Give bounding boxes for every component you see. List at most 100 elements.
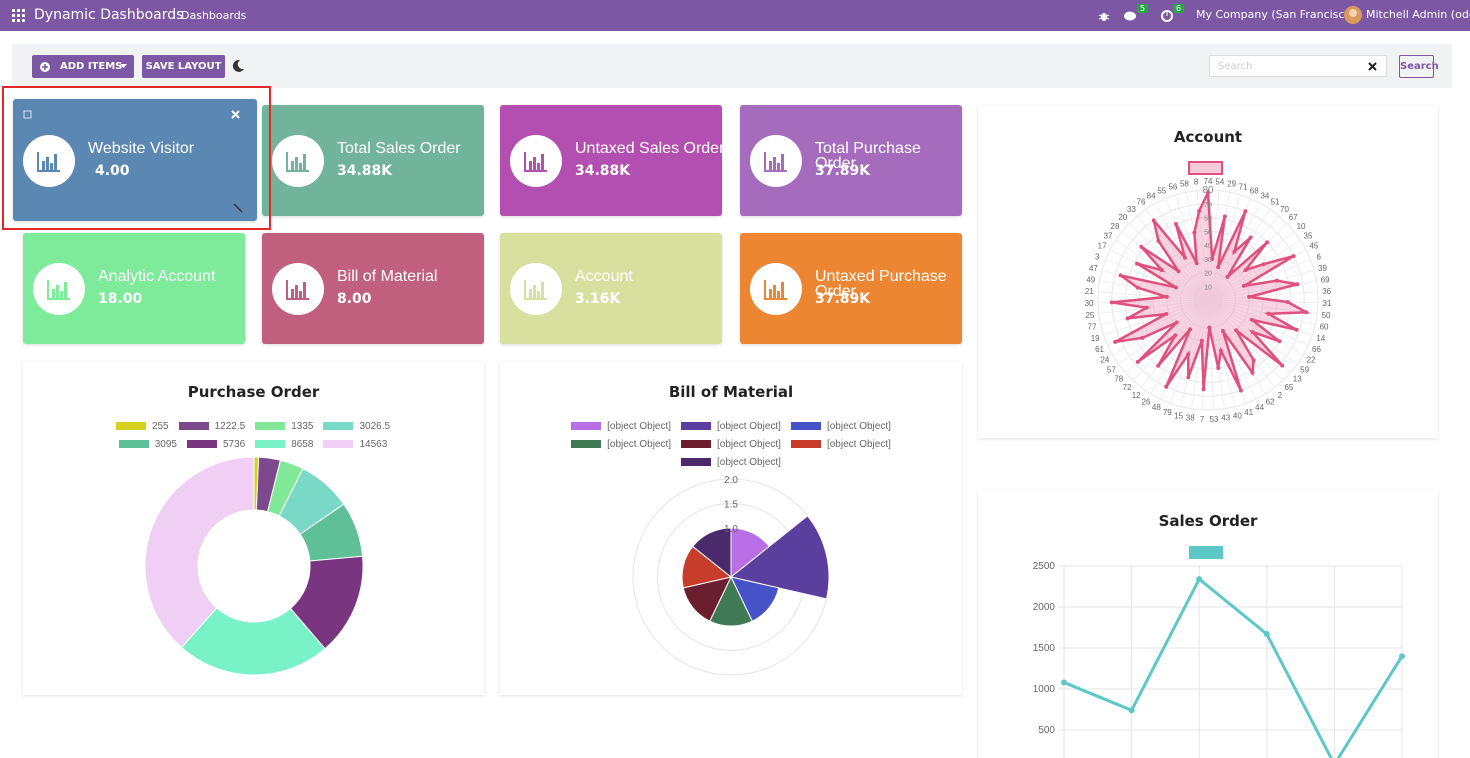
dashboard-tile[interactable]: Bill of Material 8.00 (262, 233, 484, 344)
spoke-label: 48 (1152, 403, 1161, 412)
user-avatar[interactable] (1344, 6, 1362, 24)
chat-icon[interactable] (1123, 10, 1137, 22)
spoke (1207, 299, 1318, 304)
radial-tick-label: 80 (1202, 185, 1214, 196)
tile-title: Total Sales Order (337, 140, 461, 157)
legend: [object Object] [object Object] [object Ob… (546, 417, 916, 471)
add-items-label: ADD ITEMS (60, 61, 123, 72)
spoke-label: 72 (1123, 383, 1132, 392)
radar-point (1164, 294, 1169, 299)
tile-icon (23, 135, 75, 187)
spoke (1207, 215, 1280, 301)
legend-label: [object Object] (607, 420, 672, 432)
radar-point (1210, 256, 1215, 261)
spoke-label: 40 (1233, 411, 1242, 420)
dashboard-tile[interactable]: Analytic Account 18.00 (23, 233, 245, 344)
menu-dashboards[interactable]: Dashboards (181, 9, 247, 22)
radar-point (1156, 239, 1161, 244)
radar-point (1249, 317, 1254, 322)
chart (144, 456, 364, 676)
legend-item: [object Object] (571, 437, 671, 451)
radar-point (1207, 325, 1212, 330)
search-input[interactable]: Search (1209, 55, 1387, 77)
activity-icon[interactable] (1161, 10, 1173, 22)
legend-label: [object Object] (717, 438, 781, 450)
radial-tick-label: 50 (1204, 229, 1212, 236)
legend-swatch (571, 440, 602, 448)
icon-bar (781, 282, 784, 299)
legend-item: [object Object] (790, 437, 891, 451)
radar-point (1186, 375, 1191, 380)
radar-point (1232, 249, 1237, 254)
close-icon[interactable] (231, 110, 240, 119)
icon-bar (56, 285, 59, 299)
tile-icon (750, 135, 802, 187)
y-tick-label: 2500 (1033, 561, 1056, 572)
dashboard-tile[interactable]: Untaxed Purchase Order 37.89K (740, 233, 962, 344)
activity-badge: 6 (1173, 4, 1185, 13)
theme-toggle[interactable] (231, 59, 245, 73)
dashboard-tile[interactable]: Total Purchase Order 37.89K (740, 105, 962, 216)
tile-title: Untaxed Purchase Order (815, 268, 947, 300)
save-layout-button[interactable]: SAVE LAYOUT (142, 55, 225, 78)
dashboard-tile[interactable]: Untaxed Sales Order 34.88K (500, 105, 724, 216)
spoke-label: 35 (1304, 231, 1313, 240)
legend-item: 1222.5 (178, 419, 246, 433)
legend-label: [object Object] (607, 438, 672, 450)
chart-panel: Purchase Order 255 1222.5 1335 3026.5 3095 573… (23, 361, 484, 695)
radar-point (1174, 285, 1179, 290)
spoke (1154, 203, 1209, 301)
tile-icon (510, 135, 562, 187)
chart: 05001000150020002500 (1033, 546, 1405, 758)
plus-icon (40, 62, 50, 72)
radar-point (1151, 218, 1156, 223)
y-tick-label: 2000 (1033, 602, 1056, 613)
icon-bar (541, 154, 544, 171)
app-title[interactable]: Dynamic Dashboards (34, 7, 184, 23)
spoke-label: 65 (1284, 383, 1293, 392)
chart-title: Purchase Order (187, 383, 320, 401)
icon-bar (303, 154, 306, 171)
edit-icon[interactable] (23, 109, 33, 119)
radar-point (1225, 274, 1230, 279)
radar-point (1291, 254, 1296, 259)
apps-icon[interactable] (12, 9, 26, 23)
chart-panel: Bill of Material 1.0 1.5 2.0 [object Object]… (500, 361, 962, 695)
spoke-label: 51 (1271, 198, 1280, 207)
spoke-label: 45 (1309, 242, 1318, 251)
spoke (1207, 299, 1304, 356)
legend-item: [object Object] (681, 437, 781, 451)
legend-swatch (790, 422, 821, 430)
spoke-label: 44 (1255, 403, 1264, 412)
spoke (1098, 299, 1209, 315)
radar-point (1251, 358, 1256, 363)
debug-icon[interactable] (1098, 10, 1110, 22)
search-button[interactable]: Search (1399, 55, 1439, 78)
radial-tick-label: 20 (1204, 271, 1212, 278)
spoke-label: 26 (1141, 398, 1150, 407)
legend-label: 1222.5 (214, 420, 246, 432)
legend-label: [object Object] (717, 420, 781, 432)
spoke-label: 3 (1095, 253, 1100, 262)
radar-point (1144, 305, 1149, 310)
icon-bar (291, 289, 294, 299)
tile-value: 4.00 (95, 163, 130, 179)
spoke (1207, 192, 1231, 301)
dashboard-tile[interactable]: Total Sales Order 34.88K (262, 105, 484, 216)
spoke-label: 54 (1215, 178, 1224, 187)
radial-tick-label: 1.0 (724, 524, 738, 535)
dashboard-tile[interactable]: Website Visitor 4.00 (13, 99, 257, 221)
company-switcher[interactable]: My Company (San Francisco) (1196, 8, 1356, 21)
legend-item: [object Object] (681, 419, 781, 433)
dashboard-tile[interactable]: Account 3.16K (500, 233, 722, 344)
radar-point (1173, 221, 1178, 226)
radar-point (1192, 230, 1197, 235)
clear-search[interactable] (1368, 62, 1377, 71)
legend-item: 1335 (255, 419, 313, 433)
spoke-label: 57 (1107, 365, 1116, 374)
radar-point (1250, 330, 1255, 335)
user-menu[interactable]: Mitchell Admin (odoo) (1366, 8, 1470, 21)
icon-bar (54, 154, 57, 171)
tile-value: 8.00 (337, 291, 372, 307)
add-items-button[interactable]: ADD ITEMS (32, 55, 134, 78)
